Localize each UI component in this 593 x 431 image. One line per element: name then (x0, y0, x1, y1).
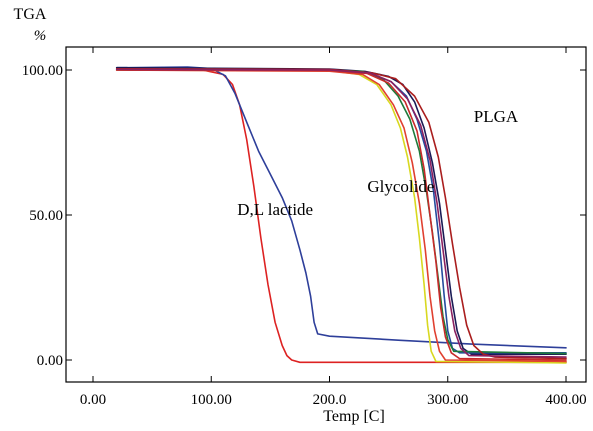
annotation-label: Glycolide (367, 177, 434, 196)
x-tick-label: 400.00 (545, 392, 586, 408)
series-line-2 (115, 66, 567, 349)
series-line-10 (115, 68, 567, 358)
x-axis-title: Temp [C] (323, 408, 385, 425)
series-line-8 (115, 68, 567, 360)
y-tick-label: 100.00 (22, 63, 63, 79)
x-tick-label: 300.00 (427, 392, 468, 408)
y-axis-title: TGA (14, 6, 47, 23)
series-line-9 (115, 69, 567, 361)
x-tick-label: 0.00 (80, 392, 106, 408)
y-tick-label: 50.00 (29, 208, 63, 224)
series-line-7 (115, 69, 567, 363)
x-tick-label: 200.0 (313, 392, 347, 408)
plot-frame (65, 46, 587, 383)
series-line-6 (115, 69, 567, 364)
x-tick-label: 100.00 (191, 392, 232, 408)
y-axis-unit: % (34, 28, 47, 44)
annotation-label: D,L lactide (237, 200, 313, 219)
plot-area: 0.00 50.00 100.00 0.00 100.00 200.0 300.00 400.… (22, 46, 587, 408)
annotation-label: PLGA (474, 107, 519, 126)
y-tick-label: 0.00 (37, 353, 63, 369)
